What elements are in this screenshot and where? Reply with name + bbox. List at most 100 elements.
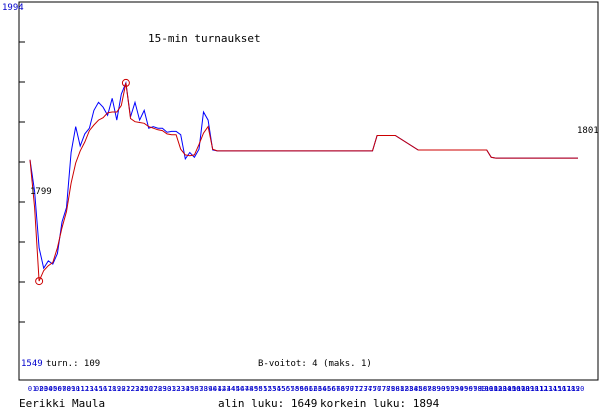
x-tick-label: 115 (549, 385, 562, 393)
x-tick-label: 120 (572, 385, 585, 393)
x-tick-label: 72 (355, 385, 363, 393)
x-tick-label: 92 (446, 385, 454, 393)
x-tick-label: 70 (345, 385, 353, 393)
x-tick-label: 60 (300, 385, 308, 393)
x-tick-label: 37 (195, 385, 203, 393)
x-tick-label: 14 (90, 385, 98, 393)
x-tick-label: 47 (240, 385, 248, 393)
x-tick-label: 53 (268, 385, 276, 393)
x-tick-label: 11 (76, 385, 84, 393)
x-tick-label: 49 (250, 385, 258, 393)
x-tick-label: 119 (567, 385, 580, 393)
x-tick-label: 69 (341, 385, 349, 393)
x-tick-label: 91 (441, 385, 449, 393)
x-tick-label: 105 (503, 385, 516, 393)
x-tick-labels: 0 102030405060708091011121314151617181920… (28, 385, 584, 393)
x-tick-label: 35 (186, 385, 194, 393)
x-tick-label: 09 (67, 385, 75, 393)
x-tick-label: 104 (499, 385, 512, 393)
x-tick-label: 18 (108, 385, 116, 393)
x-tick-label: 07 (58, 385, 66, 393)
y-max-label: 1994 (2, 3, 24, 13)
x-tick-label: 06 (53, 385, 61, 393)
bonus-wins-label: B-voitot: 4 (maks. 1) (258, 359, 372, 369)
x-tick-label: 31 (167, 385, 175, 393)
x-tick-label: 76 (373, 385, 381, 393)
x-tick-label: 22 (126, 385, 134, 393)
x-tick-label: 45 (231, 385, 239, 393)
x-tick-label: 73 (359, 385, 367, 393)
x-tick-label: 19 (113, 385, 121, 393)
x-tick-label: 88 (428, 385, 436, 393)
x-tick-label: 48 (245, 385, 253, 393)
x-tick-label: 25 (140, 385, 148, 393)
x-tick-label: 16 (99, 385, 107, 393)
x-tick-label: 106 (508, 385, 521, 393)
x-tick-label: 116 (553, 385, 566, 393)
x-tick-label: 02 (35, 385, 43, 393)
games-label: turn.: 109 (46, 359, 100, 369)
x-tick-label: 113 (540, 385, 553, 393)
x-tick-label: 84 (409, 385, 417, 393)
x-tick-label: 27 (149, 385, 157, 393)
x-tick-label: 95 (460, 385, 468, 393)
x-tick-label: 30 (163, 385, 171, 393)
x-tick-label: 85 (414, 385, 422, 393)
x-tick-label: 101 (485, 385, 498, 393)
x-tick-label: 83 (405, 385, 413, 393)
player-name: Eerikki Maula (19, 397, 105, 410)
x-tick-label: 112 (535, 385, 548, 393)
x-tick-label: 38 (199, 385, 207, 393)
x-tick-label: 26 (145, 385, 153, 393)
x-tick-label: 23 (131, 385, 139, 393)
x-tick-label: 52 (263, 385, 271, 393)
y-min-label: 1549 (21, 359, 43, 369)
x-tick-label: 59 (295, 385, 303, 393)
extreme-marker (121, 78, 130, 87)
rating-line-red (29, 82, 578, 282)
x-tick-label: 96 (464, 385, 472, 393)
x-tick-label: 39 (204, 385, 212, 393)
x-tick-label: 56 (282, 385, 290, 393)
x-tick-label: 54 (272, 385, 280, 393)
x-tick-label: 107 (512, 385, 525, 393)
x-tick-label: 108 (517, 385, 530, 393)
x-tick-label: 50 (254, 385, 262, 393)
x-tick-label: 64 (318, 385, 326, 393)
x-tick-label: 43 (222, 385, 230, 393)
x-tick-label: 21 (122, 385, 130, 393)
x-tick-label: 24 (135, 385, 143, 393)
x-tick-label: 81 (396, 385, 404, 393)
x-tick-label: 90 (437, 385, 445, 393)
x-tick-label: 12 (81, 385, 89, 393)
x-tick-label: 110 (526, 385, 539, 393)
x-tick-label: 71 (350, 385, 358, 393)
x-tick-label: 117 (558, 385, 571, 393)
end-value-label: 1801 (577, 126, 599, 136)
x-tick-label: 40 (208, 385, 216, 393)
x-tick-label: 08 (62, 385, 70, 393)
x-tick-label: 29 (158, 385, 166, 393)
y-tick-marks (19, 41, 25, 323)
x-tick-label: 32 (172, 385, 180, 393)
x-tick-label: 41 (213, 385, 221, 393)
x-tick-label: 13 (85, 385, 93, 393)
x-tick-label: 51 (259, 385, 267, 393)
x-tick-label: 100 (480, 385, 493, 393)
x-tick-label: 93 (450, 385, 458, 393)
plot-frame (18, 1, 599, 381)
x-tick-label: 33 (176, 385, 184, 393)
x-tick-label: 55 (277, 385, 285, 393)
x-tick-label: 36 (190, 385, 198, 393)
x-tick-label: 74 (364, 385, 372, 393)
x-tick-label: 99 (478, 385, 486, 393)
x-tick-label: 15 (94, 385, 102, 393)
x-tick-label: 58 (291, 385, 299, 393)
x-tick-label: 10 (71, 385, 79, 393)
x-tick-label: 67 (332, 385, 340, 393)
x-tick-label: 102 (489, 385, 502, 393)
x-tick-label: 94 (455, 385, 463, 393)
x-tick-label: 86 (419, 385, 427, 393)
x-tick-label: 1 (32, 385, 36, 393)
